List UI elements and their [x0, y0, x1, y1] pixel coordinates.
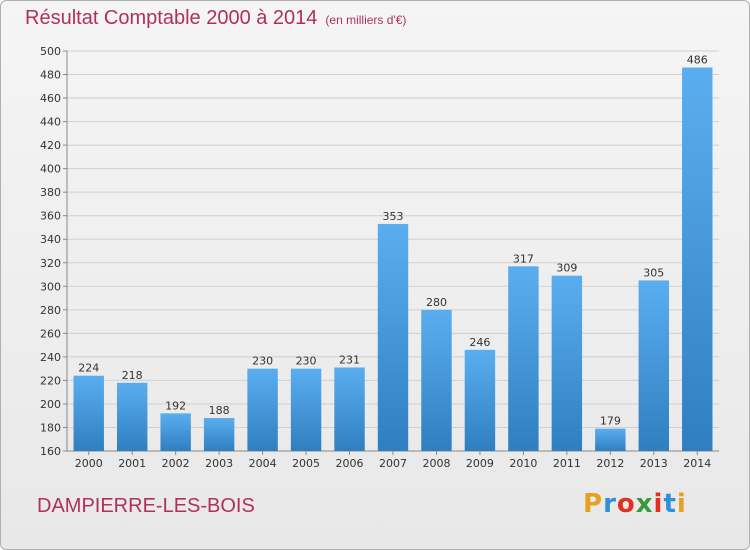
y-tick-label: 420	[40, 139, 61, 152]
bar-value-label: 305	[643, 266, 664, 279]
bar-value-label: 230	[296, 355, 317, 368]
y-tick-label: 340	[40, 233, 61, 246]
y-tick-label: 460	[40, 92, 61, 105]
bar-value-label: 353	[383, 210, 404, 223]
commune-name: DAMPIERRE-LES-BOIS	[37, 495, 255, 517]
bar	[334, 367, 365, 451]
bar-value-label: 246	[469, 336, 490, 349]
y-tick-label: 240	[40, 351, 61, 364]
bar	[595, 428, 626, 451]
y-tick-label: 360	[40, 210, 61, 223]
x-tick-label: 2007	[379, 457, 407, 470]
logo-letter: P	[583, 489, 604, 519]
bar-value-label: 317	[513, 252, 534, 265]
y-tick-label: 480	[40, 69, 61, 82]
y-tick-label: 280	[40, 304, 61, 317]
value-labels: 224 218 192 188 230 230 231 353 280 246 317 309 179 3…	[78, 53, 708, 427]
x-tick-label: 2013	[640, 457, 668, 470]
bar	[638, 280, 670, 451]
bar-value-label: 218	[122, 369, 143, 382]
y-tick-label: 440	[40, 116, 61, 129]
x-tick-label: 2001	[118, 457, 146, 470]
bar-value-label: 486	[687, 53, 708, 66]
bar-value-label: 224	[78, 362, 99, 375]
bar-value-label: 192	[165, 399, 186, 412]
bar	[508, 266, 539, 451]
chart-subtitle: (en milliers d'€)	[325, 13, 407, 27]
logo-letter: t	[663, 489, 677, 519]
bar	[290, 368, 322, 451]
bar	[116, 382, 148, 451]
logo-letter: i	[676, 489, 687, 519]
bar	[682, 67, 713, 452]
bar	[160, 413, 191, 451]
y-tick-label: 400	[40, 163, 61, 176]
chart-title: Résultat Comptable 2000 à 2014 (en millie…	[25, 7, 406, 30]
x-tick-label: 2010	[509, 457, 537, 470]
bar-value-label: 188	[209, 404, 230, 417]
y-tick-label: 380	[40, 186, 61, 199]
x-tick-label: 2003	[205, 457, 233, 470]
x-tick-label: 2004	[249, 457, 277, 470]
bar	[377, 223, 409, 451]
bar-value-label: 280	[426, 296, 447, 309]
bar	[464, 349, 496, 451]
logo-letter: x	[635, 489, 654, 519]
bar	[551, 275, 583, 451]
x-tick-label: 2012	[596, 457, 624, 470]
y-tick-label: 160	[40, 445, 61, 458]
bar-value-label: 309	[556, 262, 577, 275]
logo-letter: o	[616, 489, 636, 519]
bar	[421, 309, 452, 451]
bar	[73, 375, 104, 451]
x-tick-label: 2002	[162, 457, 190, 470]
bar-value-label: 179	[600, 415, 621, 428]
x-tick-label: 2008	[422, 457, 450, 470]
x-tick-label: 2005	[292, 457, 320, 470]
proxiti-logo: Proxiti	[583, 489, 687, 519]
x-tick-label: 2014	[683, 457, 711, 470]
y-tick-label: 500	[40, 45, 61, 58]
title-text: Résultat Comptable 2000 à 2014	[25, 7, 318, 29]
y-tick-label: 260	[40, 327, 61, 340]
x-tick-label: 2011	[553, 457, 581, 470]
y-tick-label: 180	[40, 421, 61, 434]
y-tick-label: 320	[40, 257, 61, 270]
bars	[73, 67, 713, 452]
bar	[247, 368, 278, 451]
y-tick-label: 200	[40, 398, 61, 411]
x-axis: 2000 2001 2002 2003 2004 2005 2006 2007 2008 2009…	[75, 451, 711, 470]
bar	[203, 418, 235, 451]
bar-value-label: 230	[252, 355, 273, 368]
logo-letter: r	[603, 489, 617, 519]
bar-value-label: 231	[339, 353, 360, 366]
y-tick-label: 300	[40, 280, 61, 293]
x-tick-label: 2009	[466, 457, 494, 470]
logo-letter: i	[653, 489, 664, 519]
y-tick-label: 220	[40, 374, 61, 387]
x-tick-label: 2006	[336, 457, 364, 470]
x-tick-label: 2000	[75, 457, 103, 470]
